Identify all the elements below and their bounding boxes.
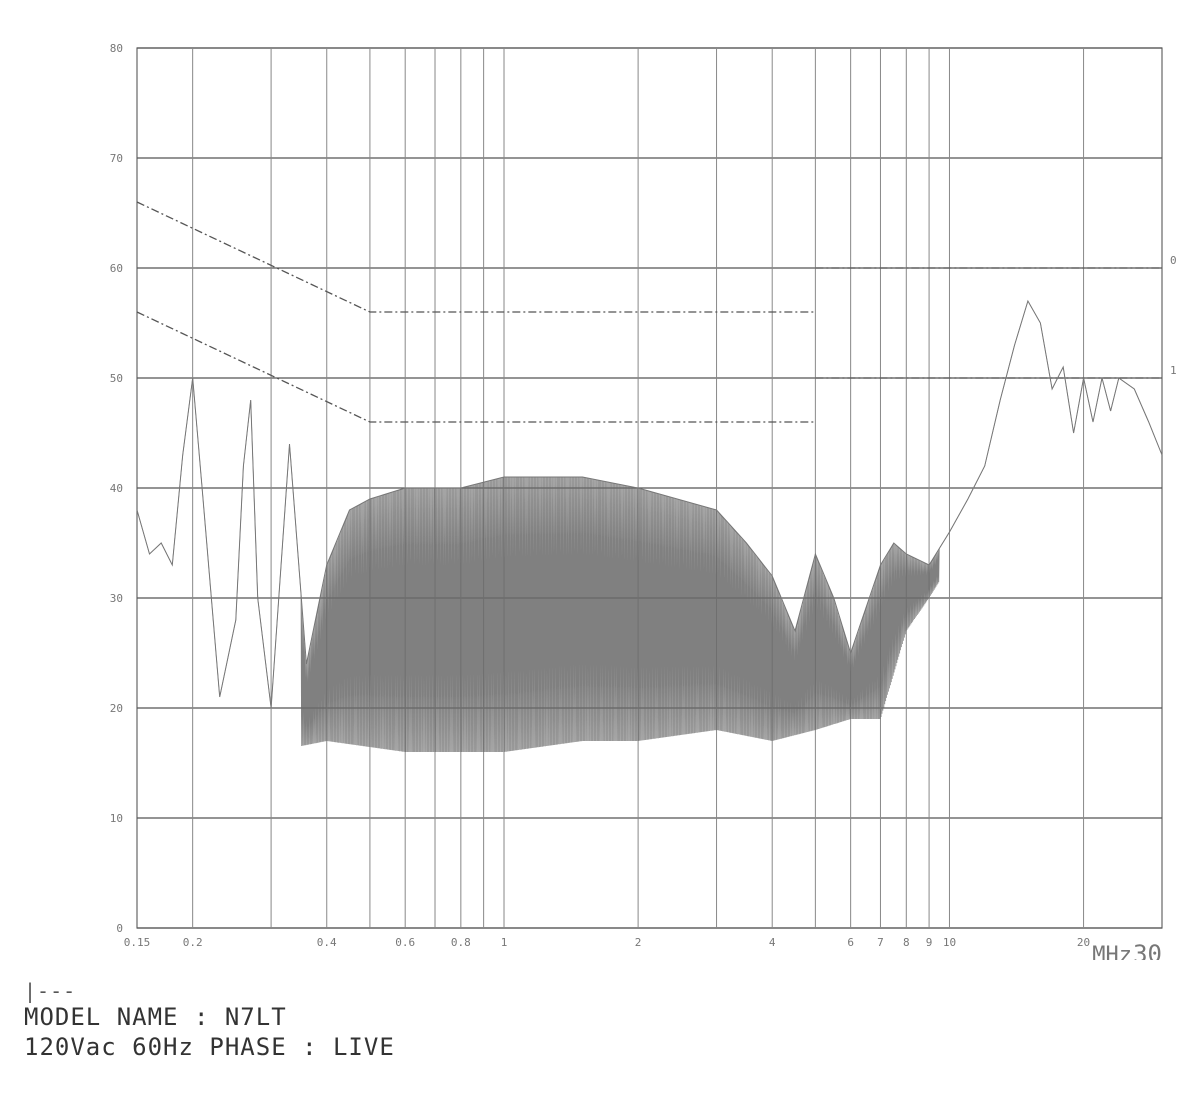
x-tick-label: 20 [1077, 936, 1090, 949]
x-tick-label: 0.8 [451, 936, 471, 949]
x-tick-label: 0.4 [317, 936, 337, 949]
phase-text: 120Vac 60Hz PHASE : LIVE [24, 1033, 395, 1061]
x-tick-label: 6 [847, 936, 854, 949]
limit-label-1: 1 [1170, 364, 1177, 377]
limit-line-1 [136, 311, 816, 423]
emission-trace [136, 299, 1163, 753]
y-tick-label: 50 [110, 372, 123, 385]
x-tick-label: 1 [501, 936, 508, 949]
x-tick-labels: 0.15 0.2 0.4 0.6 0.8 1 2 4 6 7 8 9 10 20 30 [124, 936, 1162, 960]
y-tick-labels: 0 10 20 30 40 50 60 70 80 [110, 42, 123, 935]
x-tick-label: 7 [877, 936, 884, 949]
emission-envelope-upper [136, 299, 1163, 709]
x-tick-label: 10 [943, 936, 956, 949]
limit-lines: 01 [136, 201, 1177, 423]
x-tick-label: 8 [903, 936, 910, 949]
model-name-text: MODEL NAME : N7LT [24, 1003, 287, 1031]
x-tick-label: 2 [635, 936, 642, 949]
x-tick-label: 9 [926, 936, 933, 949]
x-tick-label: 4 [769, 936, 776, 949]
limit-line-0 [136, 201, 816, 313]
y-tick-label: 10 [110, 812, 123, 825]
y-tick-label: 70 [110, 152, 123, 165]
y-tick-label: 0 [116, 922, 123, 935]
x-tick-label: 0.2 [183, 936, 203, 949]
trace-marker: |--- [24, 979, 77, 1003]
y-tick-label: 40 [110, 482, 123, 495]
y-tick-label: 20 [110, 702, 123, 715]
y-tick-label: 30 [110, 592, 123, 605]
plot-footer: |--- MODEL NAME : N7LT 120Vac 60Hz PHASE… [24, 980, 724, 1062]
grid [136, 47, 1163, 929]
x-tick-label: 0.6 [395, 936, 415, 949]
x-tick-label: 0.15 [124, 936, 151, 949]
x-tick-label: 30 [1133, 940, 1162, 960]
x-unit-label: MHz [1092, 943, 1132, 960]
y-tick-label: 80 [110, 42, 123, 55]
limit-label-0: 0 [1170, 254, 1177, 267]
y-tick-label: 60 [110, 262, 123, 275]
chart-labels: MHz [1092, 943, 1132, 960]
